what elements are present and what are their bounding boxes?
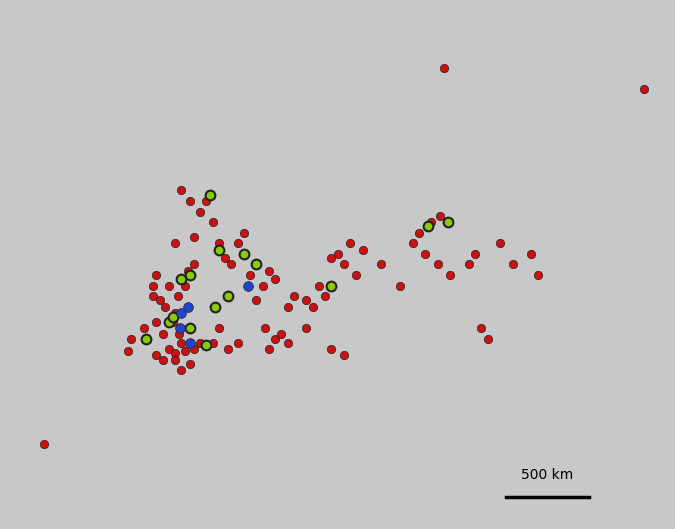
Text: 500 km: 500 km xyxy=(521,469,574,482)
